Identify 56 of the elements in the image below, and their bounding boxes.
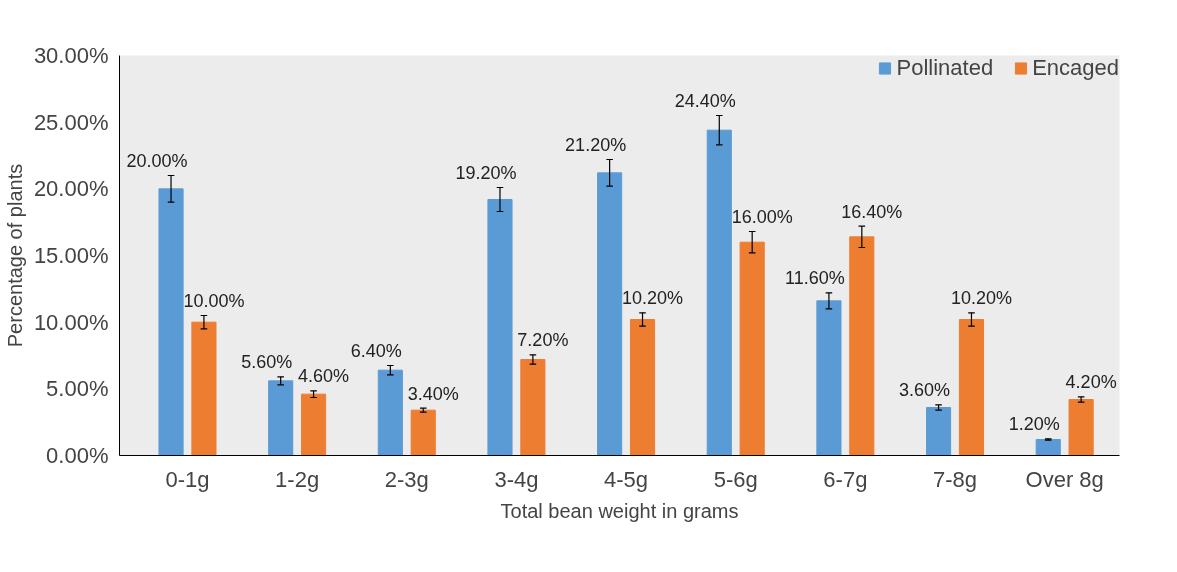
y-tick-label: 25.00% [33,109,109,135]
x-tick-label: 3-4g [494,466,539,492]
bar [739,241,765,456]
legend-label: Pollinated [896,55,994,81]
data-label: 24.40% [674,90,736,111]
y-tick-label: 5.00% [46,376,109,402]
bar [849,236,875,456]
x-tick-label: 1-2g [275,466,320,492]
data-label: 16.40% [841,201,903,222]
data-label: 10.20% [622,288,684,309]
x-tick-label: Over 8g [1025,466,1104,492]
data-label: 6.40% [350,340,402,361]
data-label: 4.60% [298,366,350,387]
data-label: 11.60% [785,268,845,289]
x-axis-title: Total bean weight in grams [500,499,739,522]
data-label: 19.20% [455,162,517,183]
data-label: 3.40% [407,383,459,404]
bar [706,129,732,456]
x-tick-label: 6-7g [823,466,868,492]
y-tick-label: 15.00% [33,243,109,268]
bar [958,319,985,456]
data-label: 3.60% [899,380,951,401]
y-tick-label: 20.00% [33,176,109,202]
x-tick-label: 4-5g [604,466,649,492]
x-tick-label: 7-8g [933,466,978,492]
data-label: 5.60% [241,352,293,373]
bar [816,300,842,456]
data-label: 20.00% [126,150,188,171]
bar [410,409,436,456]
data-label: 10.20% [950,288,1013,309]
bar [487,199,513,456]
data-label: 4.20% [1065,372,1117,393]
bar [191,321,217,456]
bar [629,319,656,456]
data-label: 7.20% [517,330,569,351]
bar [377,369,403,456]
bar [1035,439,1061,456]
bar [1068,399,1094,456]
bar [158,188,184,456]
bar [520,359,546,456]
bar [597,172,623,456]
bar [926,407,952,456]
bar [301,393,327,456]
data-label: 16.00% [731,206,793,227]
data-label: 21.20% [565,134,627,155]
x-tick-label: 5-6g [713,466,758,492]
y-tick-label: 10.00% [33,309,109,335]
x-tick-label: 2-3g [384,466,429,492]
y-tick-label: 0.00% [46,443,109,468]
legend-label: Encaged [1032,55,1119,81]
y-axis-title: Percentage of plants [3,163,26,348]
bar [268,380,294,456]
x-tick-label: 0-1g [165,466,210,492]
y-tick-label: 30.00% [33,43,109,68]
data-label: 10.00% [183,290,245,311]
data-label: 1.20% [1008,414,1060,435]
